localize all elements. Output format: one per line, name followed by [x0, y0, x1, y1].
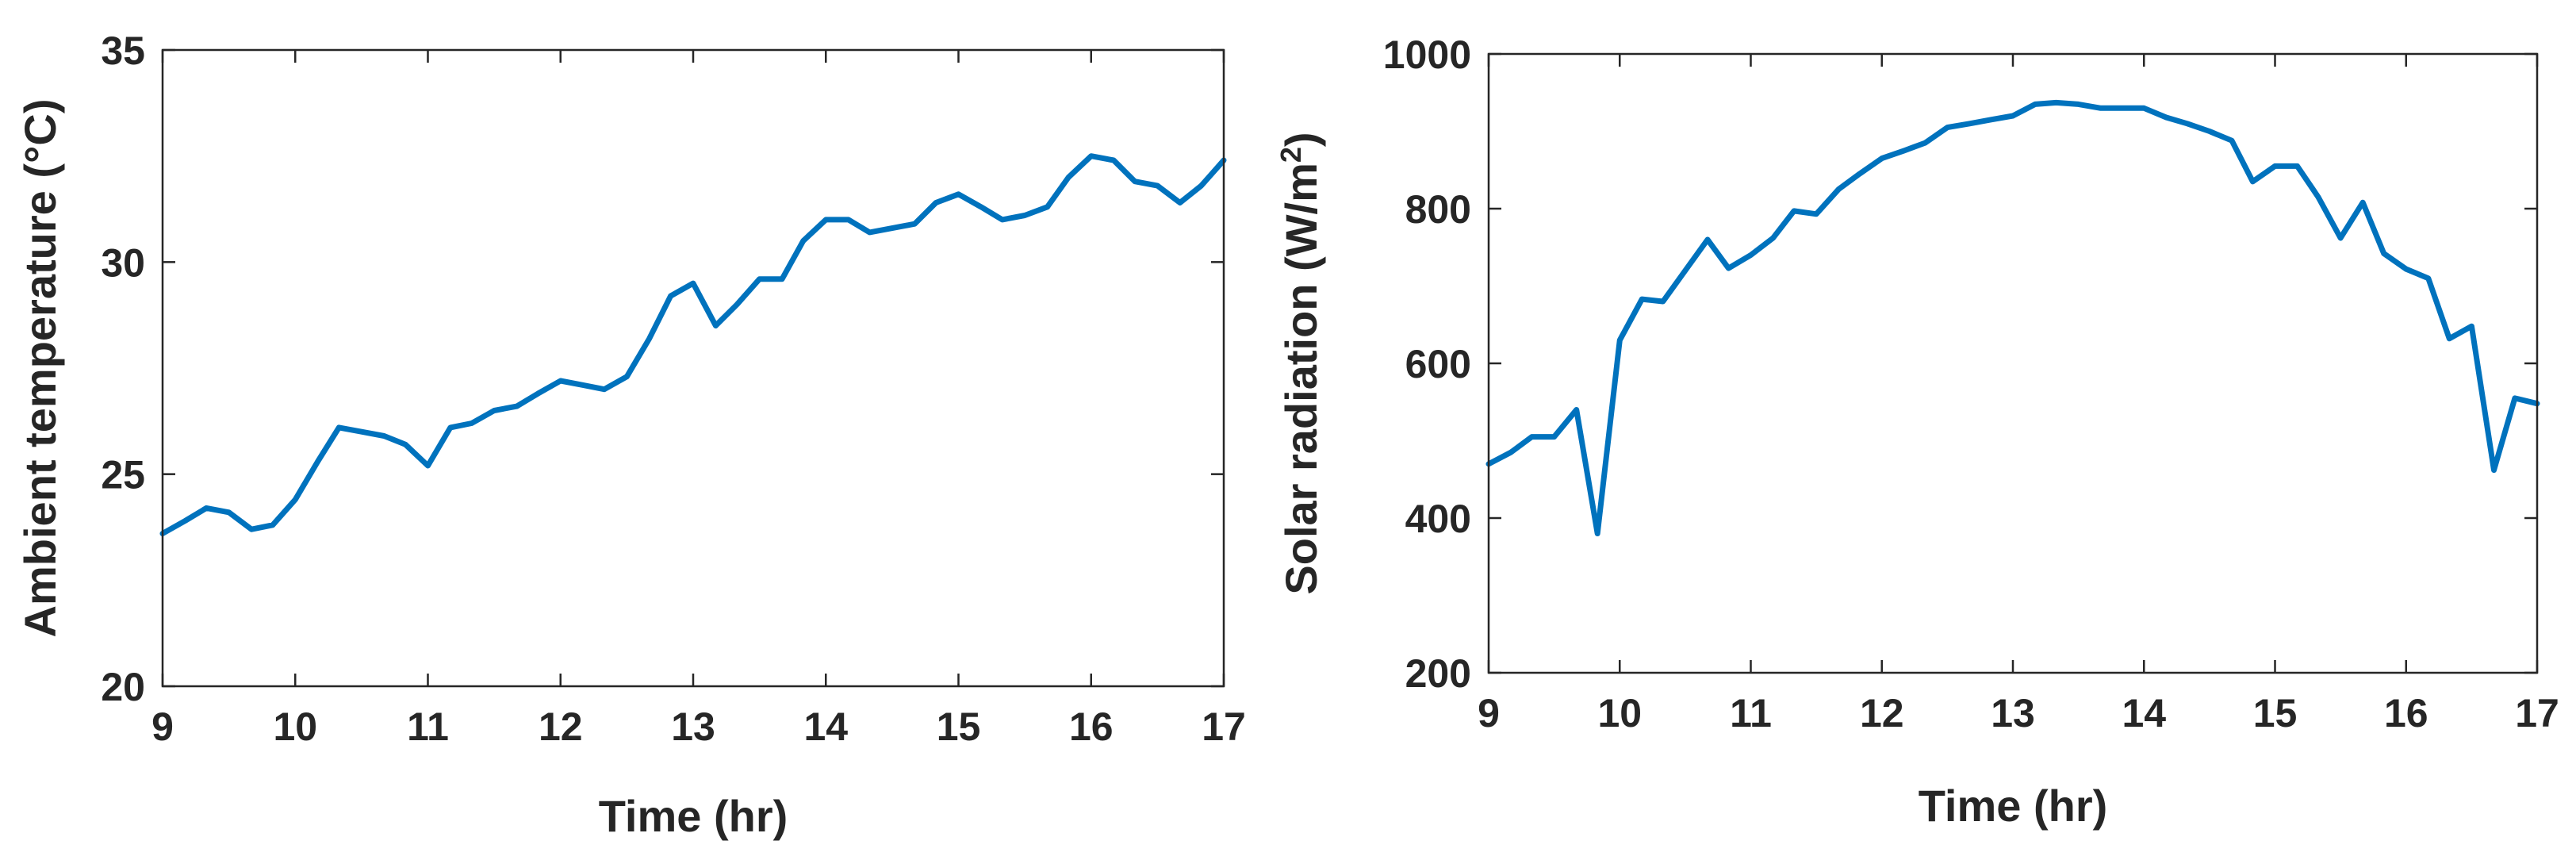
x-tick-label: 10	[1597, 691, 1642, 735]
y-tick-label: 200	[1405, 651, 1471, 696]
x-tick-label: 14	[2122, 691, 2166, 735]
y-tick-label: 30	[101, 240, 145, 285]
x-tick-label: 15	[2253, 691, 2298, 735]
solar-radiation-series-line	[1485, 99, 2540, 536]
x-tick-label: 12	[1860, 691, 1904, 735]
temperature-x-axis-label: Time (hr)	[599, 791, 788, 841]
x-tick-label: 12	[539, 705, 583, 749]
y-tick-label: 1000	[1383, 33, 1471, 77]
y-tick-label: 25	[101, 453, 145, 497]
solar-ylabel-main: Solar radiation (W/m	[1276, 163, 1326, 595]
x-tick-label: 16	[2384, 691, 2428, 735]
solar-x-axis-label: Time (hr)	[1919, 781, 2108, 831]
y-tick-label: 35	[101, 29, 145, 73]
y-tick-label: 400	[1405, 497, 1471, 541]
temperature-plot-frame	[161, 48, 1225, 688]
temperature-chart: 9 10 11 12 13 14 15 16 17 20 25 30 35 Time (hr) Amb…	[15, 29, 1246, 841]
solar-ytick-labels: 200 400 600 800 1000	[1383, 33, 1471, 696]
solar-ylabel-tail: )	[1276, 132, 1326, 147]
y-tick-label: 600	[1405, 342, 1471, 386]
temperature-series-line	[159, 153, 1227, 536]
solar-tick-marks	[1487, 52, 2539, 674]
x-tick-label: 13	[671, 705, 715, 749]
solar-y-axis-label: Solar radiation (W/m2)	[1275, 132, 1327, 594]
solar-ylabel-superscript: 2	[1275, 147, 1307, 163]
solar-xtick-labels: 9 10 11 12 13 14 15 16 17	[1478, 691, 2559, 735]
solar-radiation-chart: 9 10 11 12 13 14 15 16 17 200 400 600 800 1000 Time …	[1275, 33, 2559, 831]
x-tick-label: 10	[273, 705, 317, 749]
solar-plot-frame	[1487, 52, 2539, 674]
y-tick-label: 20	[101, 665, 145, 709]
temperature-ytick-labels: 20 25 30 35	[101, 29, 145, 709]
x-tick-label: 9	[1478, 691, 1500, 735]
temperature-tick-marks	[161, 48, 1225, 688]
x-tick-label: 13	[1991, 691, 2035, 735]
x-tick-label: 9	[151, 705, 174, 749]
x-tick-label: 15	[937, 705, 981, 749]
temperature-xtick-labels: 9 10 11 12 13 14 15 16 17	[151, 705, 1246, 749]
x-tick-label: 14	[803, 705, 848, 749]
y-tick-label: 800	[1405, 187, 1471, 232]
x-tick-label: 11	[1730, 691, 1772, 735]
x-tick-label: 17	[1202, 705, 1246, 749]
x-tick-label: 16	[1069, 705, 1114, 749]
x-tick-label: 11	[407, 705, 449, 749]
temperature-y-axis-label: Ambient temperature (°C)	[15, 99, 65, 638]
x-tick-label: 17	[2515, 691, 2559, 735]
